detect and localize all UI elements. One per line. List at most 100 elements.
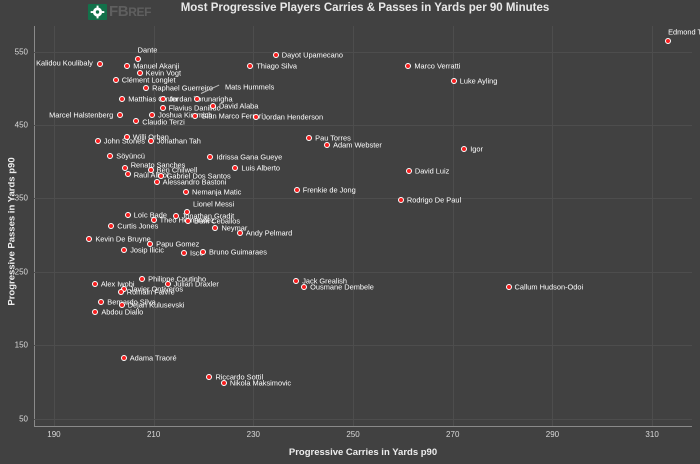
scatter-point[interactable] bbox=[133, 118, 140, 125]
scatter-point[interactable] bbox=[96, 61, 103, 68]
scatter-point[interactable] bbox=[143, 84, 150, 91]
scatter-point[interactable] bbox=[209, 103, 216, 109]
scatter-point[interactable] bbox=[253, 114, 260, 120]
scatter-point[interactable] bbox=[293, 186, 300, 193]
scatter-point[interactable] bbox=[94, 138, 101, 145]
scatter-point[interactable] bbox=[160, 95, 167, 102]
scatter-point-label: Pau Torres bbox=[315, 133, 351, 143]
scatter-point[interactable] bbox=[172, 213, 179, 220]
scatter-point[interactable] bbox=[207, 154, 214, 161]
scatter-point[interactable] bbox=[139, 276, 146, 283]
scatter-point[interactable] bbox=[119, 95, 126, 102]
brand-wordmark: FBREF bbox=[109, 2, 151, 20]
scatter-point[interactable] bbox=[232, 164, 239, 171]
scatter-point-label: Ousmane Dembele bbox=[310, 282, 374, 292]
scatter-point[interactable] bbox=[183, 188, 190, 195]
scatter-point[interactable] bbox=[147, 240, 154, 247]
scatter-point[interactable] bbox=[118, 301, 125, 308]
scatter-point[interactable] bbox=[134, 56, 141, 63]
scatter-point-label: Frenkie de Jong bbox=[302, 185, 356, 195]
scatter-point[interactable] bbox=[98, 298, 105, 305]
scatter-point-label: Dani Ceballos bbox=[194, 216, 241, 226]
brand-name-bold: FB bbox=[109, 2, 129, 20]
scatter-point[interactable] bbox=[121, 165, 128, 172]
y-axis-tick-label: 450 bbox=[14, 120, 28, 130]
scatter-point[interactable] bbox=[124, 211, 131, 218]
scatter-point[interactable] bbox=[86, 235, 93, 242]
scatter-point[interactable] bbox=[220, 380, 227, 387]
scatter-point-label: Manuel Akanji bbox=[133, 61, 180, 71]
gridline-vertical bbox=[153, 26, 155, 426]
plot-area: 190 210 230 250 270 290 310 50 150 250 350 450 550 Pr… bbox=[15, 26, 700, 458]
scatter-point[interactable] bbox=[181, 249, 188, 256]
football-gear-icon bbox=[88, 3, 107, 20]
scatter-point[interactable] bbox=[107, 152, 114, 159]
scatter-point[interactable] bbox=[91, 281, 98, 288]
scatter-point[interactable] bbox=[120, 355, 127, 362]
scatter-point[interactable] bbox=[194, 95, 200, 102]
scatter-point[interactable] bbox=[136, 69, 143, 76]
gridline-vertical bbox=[452, 26, 454, 426]
scatter-point-label: Mats Hummels bbox=[225, 82, 275, 92]
page-title: Most Progressive Players Carries & Passe… bbox=[180, 2, 550, 14]
scatter-point[interactable] bbox=[192, 112, 198, 119]
scatter-point-label: Jonathan Gradit bbox=[181, 211, 235, 221]
scatter-point[interactable] bbox=[212, 224, 219, 231]
scatter-point[interactable] bbox=[505, 284, 512, 291]
scatter-point[interactable] bbox=[124, 170, 131, 177]
scatter-point[interactable] bbox=[450, 78, 457, 85]
scatter-point[interactable] bbox=[236, 229, 243, 236]
scatter-point[interactable] bbox=[121, 246, 128, 253]
scatter-point[interactable] bbox=[147, 138, 154, 145]
gridline-horizontal bbox=[34, 51, 692, 53]
scatter-point[interactable] bbox=[272, 52, 279, 59]
scatter-point[interactable] bbox=[306, 135, 313, 142]
scatter-point-label: Neymar bbox=[221, 223, 248, 233]
scatter-point-label: Jordan Henderson bbox=[262, 112, 324, 122]
scatter-point-label: Nikola Maksimovic bbox=[229, 378, 292, 388]
scatter-point[interactable] bbox=[108, 223, 115, 230]
scatter-point[interactable] bbox=[184, 208, 191, 215]
gridline-vertical bbox=[253, 26, 255, 426]
scatter-point-label: Papu Gomez bbox=[156, 239, 200, 249]
scatter-point[interactable] bbox=[301, 283, 308, 290]
x-axis-tick-label: 190 bbox=[47, 430, 61, 439]
scatter-point-label: Luke Ayling bbox=[459, 76, 498, 86]
scatter-point[interactable] bbox=[164, 281, 171, 288]
scatter-point[interactable] bbox=[397, 196, 404, 203]
x-axis-tick-label: 210 bbox=[146, 430, 161, 439]
scatter-point-label: Marcel Halstenberg bbox=[49, 110, 114, 120]
scatter-point[interactable] bbox=[153, 178, 160, 185]
gridline-vertical bbox=[552, 26, 554, 426]
scatter-point[interactable] bbox=[199, 249, 206, 256]
scatter-point-label: Flavius Daniliuc bbox=[168, 103, 221, 113]
scatter-point[interactable] bbox=[147, 166, 154, 173]
scatter-point[interactable] bbox=[124, 62, 131, 69]
scatter-point[interactable] bbox=[112, 77, 119, 84]
x-axis-line bbox=[34, 426, 692, 427]
scatter-point[interactable] bbox=[123, 133, 130, 140]
scatter-point[interactable] bbox=[185, 218, 192, 225]
scatter-point[interactable] bbox=[159, 105, 166, 112]
scatter-point[interactable] bbox=[461, 146, 468, 153]
scatter-point-label: Raphael Guerreiro bbox=[152, 83, 213, 93]
scatter-point-label: Claudio Terzi bbox=[142, 117, 185, 127]
scatter-point[interactable] bbox=[92, 308, 99, 315]
scatter-point[interactable] bbox=[117, 289, 124, 296]
scatter-point-label: Rodrigo De Paul bbox=[406, 195, 462, 205]
scatter-point[interactable] bbox=[324, 141, 331, 148]
scatter-point[interactable] bbox=[117, 111, 124, 118]
scatter-point[interactable] bbox=[149, 111, 156, 118]
scatter-point[interactable] bbox=[150, 217, 157, 224]
scatter-point-label: Edmond Tapsoba bbox=[668, 27, 700, 37]
scatter-point[interactable] bbox=[405, 62, 412, 69]
gridline-vertical bbox=[353, 26, 355, 426]
scatter-point-label: Gian Marco Ferrari bbox=[201, 111, 264, 121]
scatter-point[interactable] bbox=[405, 168, 412, 175]
scatter-point[interactable] bbox=[665, 37, 672, 44]
scatter-point[interactable] bbox=[247, 62, 254, 69]
scatter-point[interactable] bbox=[293, 277, 300, 284]
scatter-point[interactable] bbox=[206, 373, 213, 380]
scatter-point[interactable] bbox=[157, 172, 164, 179]
x-axis-tick-label: 270 bbox=[446, 430, 460, 439]
